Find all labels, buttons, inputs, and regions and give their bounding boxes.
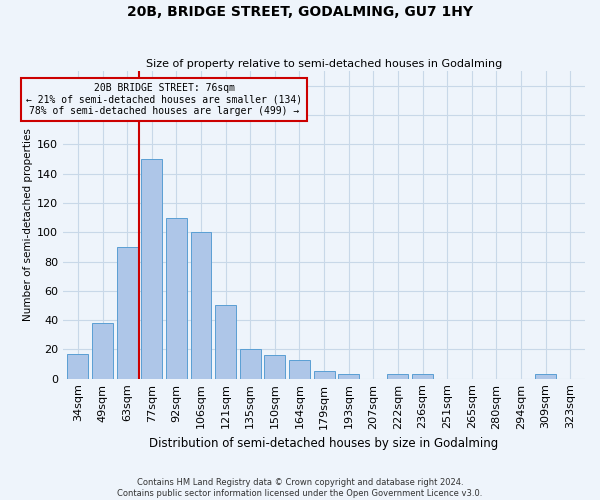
Bar xyxy=(141,159,162,378)
Bar xyxy=(166,218,187,378)
Y-axis label: Number of semi-detached properties: Number of semi-detached properties xyxy=(23,128,33,322)
X-axis label: Distribution of semi-detached houses by size in Godalming: Distribution of semi-detached houses by … xyxy=(149,437,499,450)
Bar xyxy=(215,306,236,378)
Bar xyxy=(191,232,211,378)
Text: Contains HM Land Registry data © Crown copyright and database right 2024.
Contai: Contains HM Land Registry data © Crown c… xyxy=(118,478,482,498)
Bar xyxy=(289,360,310,378)
Bar xyxy=(265,356,285,378)
Bar xyxy=(116,247,137,378)
Bar xyxy=(388,374,409,378)
Bar xyxy=(67,354,88,378)
Text: 20B, BRIDGE STREET, GODALMING, GU7 1HY: 20B, BRIDGE STREET, GODALMING, GU7 1HY xyxy=(127,5,473,19)
Bar xyxy=(92,323,113,378)
Bar xyxy=(314,372,335,378)
Bar xyxy=(338,374,359,378)
Text: 20B BRIDGE STREET: 76sqm
← 21% of semi-detached houses are smaller (134)
78% of : 20B BRIDGE STREET: 76sqm ← 21% of semi-d… xyxy=(26,83,302,116)
Bar xyxy=(240,350,260,378)
Title: Size of property relative to semi-detached houses in Godalming: Size of property relative to semi-detach… xyxy=(146,59,502,69)
Bar xyxy=(412,374,433,378)
Bar xyxy=(535,374,556,378)
